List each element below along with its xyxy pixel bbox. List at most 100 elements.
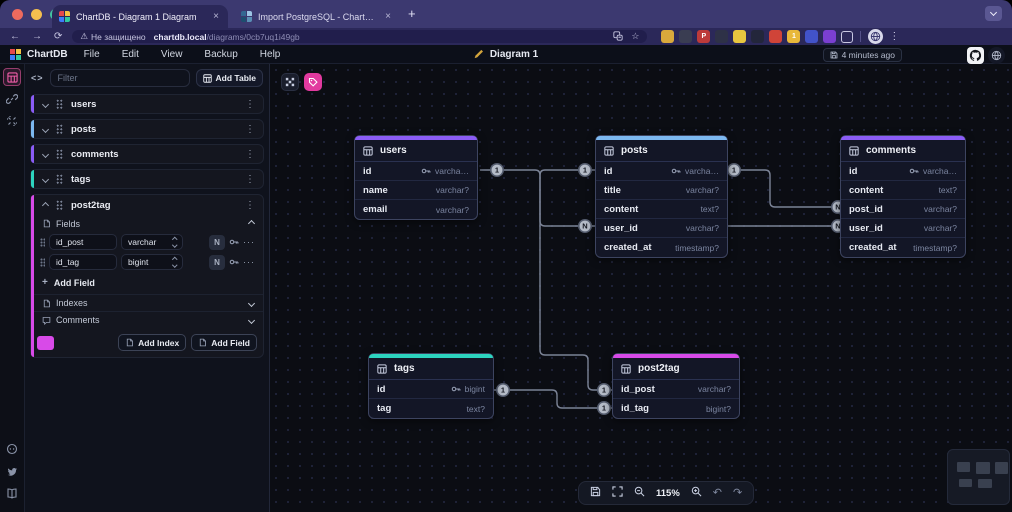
extension-apple[interactable] — [751, 30, 765, 43]
node-field-title[interactable]: title varchar? — [596, 181, 727, 200]
table-menu-icon[interactable]: ⋮ — [245, 173, 255, 185]
table-row-comments[interactable]: comments ⋮ — [30, 144, 264, 164]
add-index-button[interactable]: Add Index — [118, 334, 187, 351]
field-name-input[interactable]: id_post — [49, 234, 117, 250]
node-field-email[interactable]: email varchar? — [355, 200, 477, 219]
table-menu-icon[interactable]: ⋮ — [245, 123, 255, 135]
field-drag-handle[interactable] — [40, 237, 45, 247]
add-field-button[interactable]: Add Field — [191, 334, 257, 351]
table-menu-icon[interactable]: ⋮ — [245, 98, 255, 110]
back-button[interactable]: ← — [10, 31, 20, 42]
add-table-button[interactable]: Add Table — [195, 69, 263, 87]
nullable-toggle[interactable]: N — [209, 234, 225, 250]
save-button[interactable] — [590, 484, 601, 502]
security-badge[interactable]: ⚠ Не защищено — [80, 31, 146, 42]
canvas-highlight-button[interactable] — [304, 73, 322, 91]
extension-photo[interactable] — [715, 30, 729, 43]
node-field-name[interactable]: name varchar? — [355, 181, 477, 200]
forward-button[interactable]: → — [32, 31, 42, 42]
browser-tab[interactable]: ChartDB - Diagram 1 Diagram × — [52, 5, 228, 28]
field-type-select[interactable]: bigint — [121, 254, 183, 270]
table-row-users[interactable]: users ⋮ — [30, 94, 264, 114]
new-tab-button[interactable]: + — [408, 6, 416, 21]
reload-button[interactable]: ⟳ — [54, 31, 63, 42]
chevron-up-icon[interactable] — [247, 219, 256, 228]
dependencies-section-icon[interactable] — [3, 112, 21, 130]
drag-handle[interactable] — [56, 174, 63, 184]
extension-spray[interactable] — [823, 30, 837, 43]
browser-tab[interactable]: Import PostgreSQL - ChartDB × — [234, 5, 400, 28]
extension-sale[interactable] — [769, 30, 783, 43]
node-header[interactable]: users — [355, 140, 477, 162]
twitter-icon[interactable] — [3, 462, 21, 480]
chevron-up-icon[interactable] — [41, 201, 50, 209]
translate-icon[interactable] — [613, 30, 623, 43]
indexes-section-header[interactable]: Indexes — [31, 294, 263, 311]
extension-diagonal[interactable] — [733, 30, 747, 43]
zoom-level[interactable]: 115% — [656, 487, 680, 499]
node-field-tag[interactable]: tag text? — [369, 399, 493, 418]
discord-icon[interactable] — [3, 440, 21, 458]
field-drag-handle[interactable] — [40, 257, 45, 267]
drag-handle[interactable] — [56, 200, 63, 210]
undo-button[interactable]: ↶ — [712, 486, 722, 499]
table-row-tags[interactable]: tags ⋮ — [30, 169, 264, 189]
menu-item-backup[interactable]: Backup — [204, 48, 238, 60]
extension-coin[interactable]: 1 — [787, 30, 801, 43]
add-field-link[interactable]: + Add Field — [42, 277, 95, 288]
node-field-created_at[interactable]: created_at timestamp? — [596, 238, 727, 257]
diagram-canvas[interactable] — [270, 64, 1012, 512]
bookmark-star-icon[interactable]: ☆ — [631, 30, 640, 41]
table-menu-icon[interactable]: ⋮ — [245, 148, 255, 160]
zoom-out-button[interactable] — [634, 484, 645, 502]
chevron-down-icon[interactable] — [41, 125, 50, 133]
menu-item-help[interactable]: Help — [259, 48, 281, 60]
chevron-down-icon[interactable] — [41, 150, 50, 158]
chevron-down-icon[interactable] — [41, 175, 50, 183]
field-more-icon[interactable]: ··· — [243, 257, 255, 267]
extension-p[interactable]: P — [697, 30, 711, 43]
table-menu-icon[interactable]: ⋮ — [245, 199, 255, 211]
table-row-posts[interactable]: posts ⋮ — [30, 119, 264, 139]
table-node-tags[interactable]: tags id bigint tag text? — [368, 353, 494, 419]
node-field-id_tag[interactable]: id_tag bigint? — [613, 399, 739, 418]
table-row-post2tag[interactable]: post2tag ⋮ — [31, 195, 263, 215]
url-field[interactable]: ⚠ Не защищено chartdb.local/diagrams/0cb7… — [72, 30, 648, 43]
node-field-id_post[interactable]: id_post varchar? — [613, 380, 739, 399]
chevron-down-icon[interactable] — [247, 316, 256, 324]
node-field-id[interactable]: id bigint — [369, 380, 493, 399]
canvas-grid-button[interactable] — [281, 73, 299, 91]
field-more-icon[interactable]: ··· — [243, 237, 255, 247]
field-type-select[interactable]: varchar — [121, 234, 183, 250]
fit-view-button[interactable] — [612, 484, 623, 502]
github-button[interactable] — [967, 46, 984, 64]
node-field-user_id[interactable]: user_id varchar? — [596, 219, 727, 238]
chevron-down-icon[interactable] — [247, 299, 256, 307]
node-field-id[interactable]: id varcha… — [596, 162, 727, 181]
drag-handle[interactable] — [56, 99, 63, 109]
table-node-users[interactable]: users id varcha… name varchar? email varchar? — [354, 135, 478, 220]
relationships-section-icon[interactable] — [3, 90, 21, 108]
redo-button[interactable]: ↷ — [733, 486, 743, 499]
menu-item-view[interactable]: View — [160, 48, 183, 60]
primary-key-icon[interactable] — [229, 257, 239, 267]
close-tab-icon[interactable]: × — [385, 11, 391, 22]
table-node-comments[interactable]: comments id varcha… content text? post_id varc… — [840, 135, 966, 258]
filter-input[interactable] — [49, 69, 190, 87]
table-color-swatch[interactable] — [37, 335, 54, 350]
drag-handle[interactable] — [56, 124, 63, 134]
profile-avatar[interactable] — [868, 29, 884, 44]
tab-search-button[interactable] — [985, 6, 1002, 21]
node-field-content[interactable]: content text? — [841, 181, 965, 200]
extension-frame[interactable] — [679, 30, 693, 43]
minimize-window-button[interactable] — [31, 9, 42, 20]
field-name-input[interactable]: id_tag — [49, 254, 117, 270]
code-view-toggle[interactable]: <> — [31, 73, 44, 83]
chevron-down-icon[interactable] — [41, 100, 50, 108]
extensions-puzzle-icon[interactable] — [841, 30, 854, 43]
close-tab-icon[interactable]: × — [213, 11, 219, 22]
nullable-toggle[interactable]: N — [209, 254, 225, 270]
language-button[interactable] — [988, 46, 1005, 64]
minimap[interactable] — [947, 449, 1010, 505]
node-field-id[interactable]: id varcha… — [841, 162, 965, 181]
